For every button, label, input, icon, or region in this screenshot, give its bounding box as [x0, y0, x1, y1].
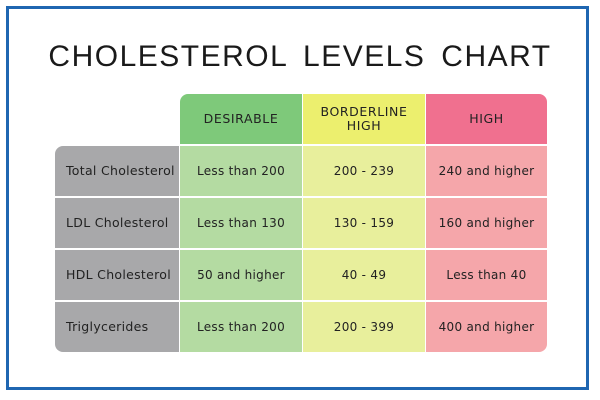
row-label-triglycerides: Triglycerides	[55, 302, 179, 352]
cell-hdl-high: Less than 40	[426, 250, 547, 300]
cell-triglycerides-borderline: 200 - 399	[303, 302, 425, 352]
column-header-desirable: DESIRABLE	[180, 94, 302, 144]
cholesterol-table: DESIRABLE BORDERLINE HIGH HIGH Total Cho…	[55, 94, 547, 352]
chart-title: CHOLESTEROL LEVELS CHART	[48, 40, 552, 73]
cell-total-high: 240 and higher	[426, 146, 547, 196]
cell-ldl-desirable: Less than 130	[180, 198, 302, 248]
row-label-total-cholesterol: Total Cholesterol	[55, 146, 179, 196]
row-label-ldl-cholesterol: LDL Cholesterol	[55, 198, 179, 248]
column-header-borderline-high: BORDERLINE HIGH	[303, 94, 425, 144]
table-corner	[55, 94, 179, 144]
cell-triglycerides-desirable: Less than 200	[180, 302, 302, 352]
cell-hdl-desirable: 50 and higher	[180, 250, 302, 300]
cell-total-borderline: 200 - 239	[303, 146, 425, 196]
cell-ldl-high: 160 and higher	[426, 198, 547, 248]
cell-hdl-borderline: 40 - 49	[303, 250, 425, 300]
row-label-hdl-cholesterol: HDL Cholesterol	[55, 250, 179, 300]
column-header-high: HIGH	[426, 94, 547, 144]
borderline-header-text: BORDERLINE HIGH	[320, 104, 408, 133]
cell-ldl-borderline: 130 - 159	[303, 198, 425, 248]
cell-triglycerides-high: 400 and higher	[426, 302, 547, 352]
cell-total-desirable: Less than 200	[180, 146, 302, 196]
